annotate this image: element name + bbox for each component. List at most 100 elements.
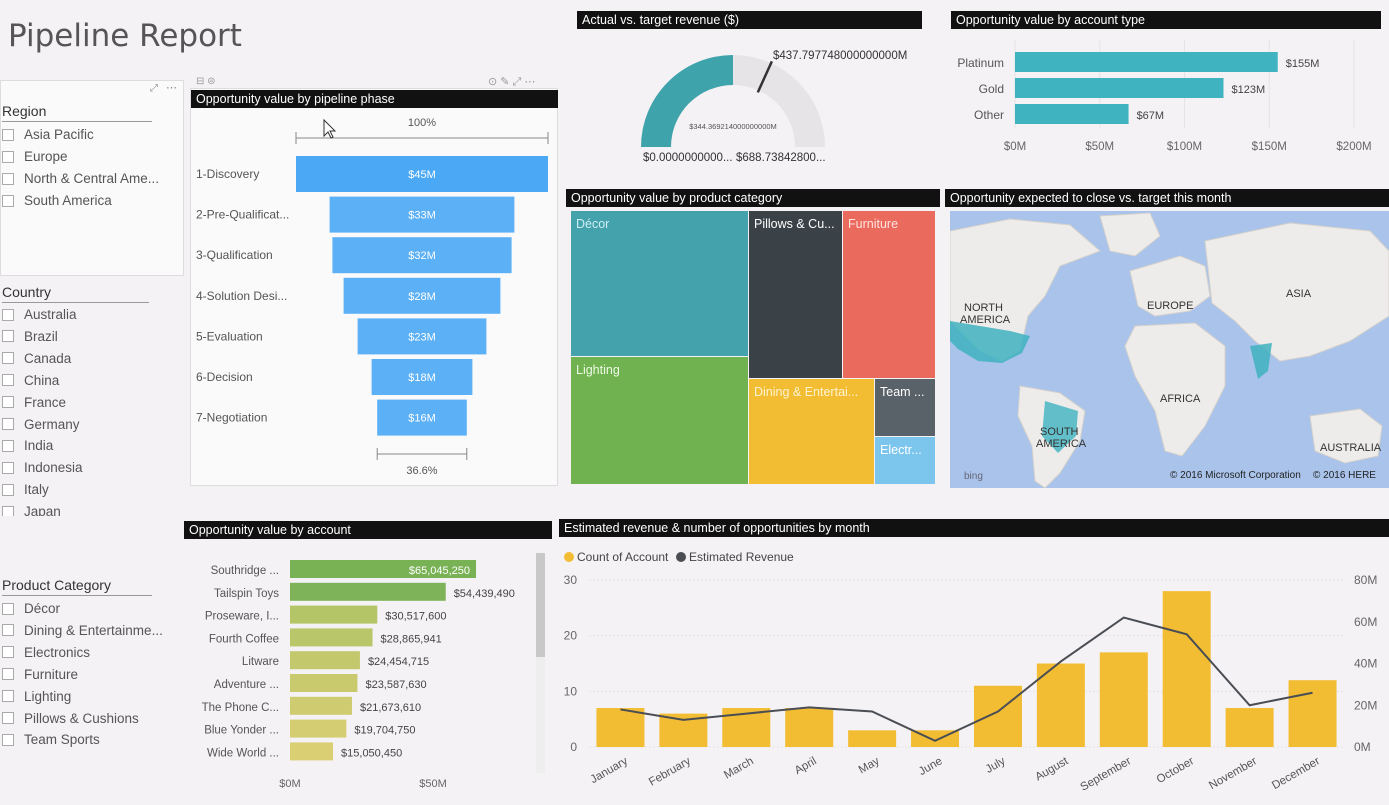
month-bar[interactable]	[1162, 591, 1211, 747]
checkbox[interactable]	[2, 128, 14, 141]
country-item[interactable]: India	[2, 438, 53, 453]
checkbox[interactable]	[2, 194, 14, 207]
region-item[interactable]: Asia Pacific	[2, 127, 94, 142]
month-bar[interactable]	[848, 730, 897, 747]
account-bar[interactable]	[290, 628, 373, 647]
checkbox[interactable]	[2, 396, 14, 409]
account-bar[interactable]	[290, 582, 446, 601]
region-item[interactable]: South America	[2, 193, 112, 208]
checkbox[interactable]	[2, 602, 14, 615]
product-category-item[interactable]: Furniture	[2, 667, 78, 682]
gauge-value-arc[interactable]	[641, 55, 733, 147]
country-item[interactable]: Brazil	[2, 329, 58, 344]
region-item[interactable]: Europe	[2, 149, 68, 164]
checkbox[interactable]	[2, 330, 14, 343]
checkbox[interactable]	[2, 439, 14, 452]
checkbox[interactable]	[2, 308, 14, 321]
india-highlight[interactable]	[1250, 343, 1272, 379]
treemap-cell[interactable]: Lighting	[571, 357, 748, 484]
treemap-cell[interactable]: Team ...	[875, 379, 935, 436]
treemap-cell[interactable]: Pillows & Cu...	[749, 211, 842, 378]
checkbox[interactable]	[2, 483, 14, 496]
account-type-bar[interactable]	[1015, 104, 1129, 124]
checkbox[interactable]	[2, 374, 14, 387]
funnel-bar[interactable]	[371, 359, 473, 395]
gauge-max-label: $688.73842800...	[736, 152, 826, 164]
country-item[interactable]: Japan	[2, 504, 61, 516]
checkbox[interactable]	[2, 172, 14, 185]
checkbox[interactable]	[2, 505, 14, 516]
product-category-item[interactable]: Team Sports	[2, 732, 100, 747]
account-bar[interactable]	[290, 719, 347, 738]
world-map[interactable]: NORTHAMERICAEUROPEASIAAFRICASOUTHAMERICA…	[950, 211, 1389, 488]
checkbox[interactable]	[2, 690, 14, 703]
map-header: Opportunity expected to close vs. target…	[945, 189, 1389, 207]
funnel-bar[interactable]	[329, 196, 515, 233]
map-copyright: © 2016 Microsoft Corporation	[1170, 470, 1301, 481]
country-item[interactable]: Australia	[2, 307, 77, 322]
checkbox[interactable]	[2, 461, 14, 474]
account-bar[interactable]	[290, 742, 334, 761]
scrollbar-track[interactable]	[536, 553, 545, 773]
month-bar[interactable]	[1225, 708, 1274, 747]
checkbox[interactable]	[2, 624, 14, 637]
visual-menu-icons[interactable]: ⊙ ✎ ⤢ ⋯	[488, 76, 536, 88]
month-bar[interactable]	[1036, 663, 1085, 748]
product-category-item[interactable]: Dining & Entertainme...	[2, 623, 163, 638]
checkbox[interactable]	[2, 352, 14, 365]
month-bar[interactable]	[1288, 680, 1337, 747]
checkbox[interactable]	[2, 733, 14, 746]
treemap-cell[interactable]: Electr...	[875, 437, 935, 484]
month-bar[interactable]	[973, 685, 1022, 747]
country-item[interactable]: Indonesia	[2, 460, 83, 475]
treemap-cell[interactable]: Dining & Entertai...	[749, 379, 874, 484]
product-category-item[interactable]: Lighting	[2, 689, 71, 704]
region-item-label: Europe	[24, 149, 68, 164]
scrollbar-thumb[interactable]	[536, 553, 545, 657]
account-bar[interactable]	[290, 674, 358, 692]
account-type-bar[interactable]	[1015, 78, 1224, 98]
country-item[interactable]: Italy	[2, 482, 49, 497]
continent-label: SOUTH	[1040, 426, 1079, 438]
treemap-cell-label: Décor	[576, 217, 610, 231]
treemap-cell[interactable]: Décor	[571, 211, 748, 356]
funnel-bar[interactable]	[343, 277, 501, 314]
product-category-item[interactable]: Pillows & Cushions	[2, 711, 139, 726]
account-bar[interactable]	[290, 560, 477, 578]
account-bar[interactable]	[290, 605, 378, 624]
brazil-highlight[interactable]	[1042, 401, 1078, 453]
month-label: April	[793, 755, 819, 777]
country-item[interactable]: China	[2, 373, 59, 388]
treemap-cell[interactable]: Furniture	[843, 211, 935, 378]
account-bar[interactable]	[290, 651, 360, 670]
product-category-item[interactable]: Electronics	[2, 645, 90, 660]
treemap-cell-label: Electr...	[880, 443, 922, 457]
month-bar[interactable]	[785, 708, 834, 747]
revenue-line[interactable]	[620, 616, 1313, 742]
country-item[interactable]: France	[2, 395, 66, 410]
right-axis-tick: 60M	[1354, 615, 1377, 629]
expand-icon[interactable]: ⤢	[150, 83, 158, 94]
country-item[interactable]: Canada	[2, 351, 71, 366]
account-type-bar[interactable]	[1015, 52, 1278, 72]
more-options-icon[interactable]: ⋯	[166, 82, 177, 94]
funnel-bar[interactable]	[377, 399, 467, 436]
checkbox[interactable]	[2, 150, 14, 163]
checkbox[interactable]	[2, 712, 14, 724]
month-bar[interactable]	[596, 708, 645, 747]
continent-label: AUSTRALIA	[1320, 442, 1382, 454]
region-item[interactable]: North & Central Ame...	[2, 171, 159, 186]
funnel-bar[interactable]	[357, 318, 487, 355]
account-bar[interactable]	[290, 696, 352, 715]
usa-highlight[interactable]	[950, 321, 1030, 363]
checkbox[interactable]	[2, 668, 14, 681]
funnel-stage-label: 1-Discovery	[196, 167, 259, 181]
month-bar[interactable]	[1099, 652, 1148, 747]
account-label: Blue Yonder ...	[204, 725, 279, 737]
product-category-item[interactable]: Décor	[2, 601, 60, 616]
checkbox[interactable]	[2, 418, 14, 430]
checkbox[interactable]	[2, 646, 14, 659]
funnel-bar[interactable]	[332, 237, 512, 274]
country-item[interactable]: Germany	[2, 417, 80, 432]
funnel-bar[interactable]	[296, 156, 548, 192]
